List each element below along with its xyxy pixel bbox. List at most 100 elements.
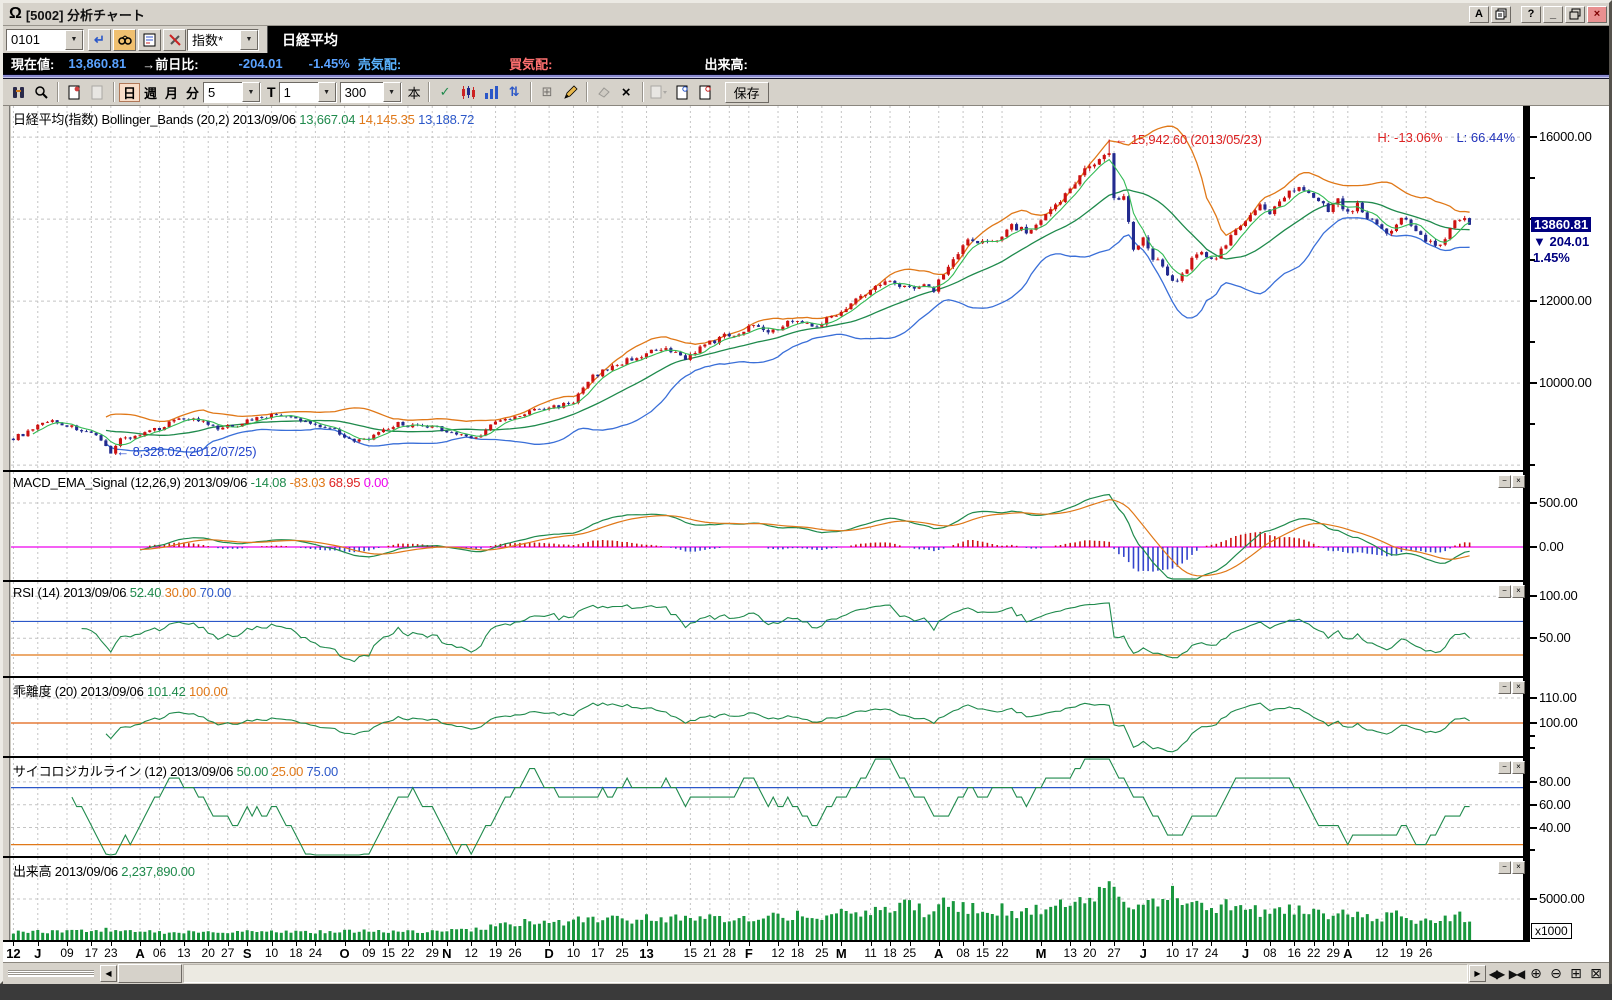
expand-range-button[interactable]: ◀▶ xyxy=(1486,965,1506,983)
page-icon xyxy=(699,85,711,99)
x-axis-label: 27 xyxy=(221,946,235,960)
close-panel-button[interactable]: × xyxy=(1512,861,1525,874)
legend-item: 0.00 xyxy=(363,475,389,490)
kairi-plot[interactable] xyxy=(11,678,1523,756)
close-panel-button[interactable]: × xyxy=(1512,761,1525,774)
bar-count-select[interactable]: 300 ▼ xyxy=(339,81,402,103)
quote-bar: 現在値: 13,860.81 →前日比: -204.01 -1.45% 売気配:… xyxy=(3,53,1609,74)
chevron-down-icon[interactable]: ▼ xyxy=(317,82,336,102)
category-select[interactable]: 指数* ▼ xyxy=(187,28,259,51)
axis-label: 110.00 xyxy=(1539,690,1577,705)
chevron-down-icon[interactable]: ▼ xyxy=(65,29,83,50)
separator xyxy=(585,82,588,102)
x-axis-label: 17 xyxy=(591,946,605,960)
close-panel-button[interactable]: × xyxy=(1512,681,1525,694)
minimize-panel-button[interactable]: − xyxy=(1498,861,1511,874)
chevron-down-icon[interactable]: ▼ xyxy=(382,82,401,102)
period-daily-button[interactable]: 日 xyxy=(119,82,140,102)
x-axis-label: F xyxy=(744,946,753,961)
minimize-panel-button[interactable]: − xyxy=(1498,475,1511,488)
axis-label: 12000.00 xyxy=(1539,293,1592,309)
axis-label: 60.00 xyxy=(1539,796,1571,812)
binoculars-button[interactable] xyxy=(113,28,136,51)
page-copy-button[interactable] xyxy=(86,81,109,103)
chart-search-button[interactable] xyxy=(7,81,30,103)
bar-chart-mode-button[interactable] xyxy=(480,81,503,103)
line-chart-mode-button[interactable]: ✓ xyxy=(434,81,457,103)
minimize-panel-button[interactable]: − xyxy=(1498,761,1511,774)
chevron-down-icon[interactable]: ▼ xyxy=(242,82,260,102)
rsi-plot[interactable] xyxy=(11,582,1523,676)
minimize-panel-button[interactable]: − xyxy=(1498,681,1511,694)
grid-tool-button[interactable]: ⊞ xyxy=(536,81,559,103)
restore-button[interactable] xyxy=(1565,5,1585,23)
close-panel-button[interactable]: × xyxy=(1512,585,1525,598)
zoom-search-button[interactable] xyxy=(30,81,53,103)
close-chart-button[interactable]: ⊠ xyxy=(1586,965,1606,983)
price-change-pct-readout: 1.45% xyxy=(1533,249,1570,265)
delete-tool-button[interactable]: × xyxy=(615,81,638,103)
ma-period-select[interactable]: 5 ▼ xyxy=(203,81,261,103)
restore-icon xyxy=(1569,8,1581,20)
help-button[interactable]: ? xyxy=(1521,5,1541,23)
enter-button[interactable]: ↵ xyxy=(88,28,111,51)
axis-label: 100.00 xyxy=(1539,715,1578,730)
ma-period-value: 5 xyxy=(208,84,216,100)
x-axis-label: 11 xyxy=(864,946,877,960)
chevron-down-icon[interactable]: ▼ xyxy=(240,29,258,50)
scroll-right-button[interactable]: ▶ xyxy=(1469,965,1486,982)
separator xyxy=(427,82,430,102)
high-low-item: L: 66.44% xyxy=(1456,130,1515,145)
axis-label: 5000.00 xyxy=(1539,891,1585,906)
psych-plot[interactable] xyxy=(11,758,1523,856)
panel-separator xyxy=(3,856,1530,858)
x-axis-label: 06 xyxy=(152,946,167,960)
save-button[interactable]: 保存 xyxy=(724,81,769,103)
axis-tick xyxy=(1530,177,1535,180)
pencil-tool-button[interactable] xyxy=(559,81,582,103)
page-settings-button[interactable] xyxy=(671,81,694,103)
separator xyxy=(3,74,1609,79)
separator xyxy=(529,82,532,102)
sort-arrows-button[interactable]: ⇅ xyxy=(503,81,526,103)
candle-chart-mode-button[interactable] xyxy=(457,81,480,103)
compress-range-button[interactable]: ▶◀ xyxy=(1506,965,1526,983)
legend-item: 出来高 2013/09/06 xyxy=(13,864,122,879)
eraser-tool-button[interactable] xyxy=(592,81,615,103)
app-logo-icon: Ω xyxy=(9,5,22,22)
grid-view-button[interactable]: ⊞ xyxy=(1566,965,1586,983)
x-axis-tick xyxy=(13,942,15,946)
chart-area[interactable]: 16000.00 12000.00 10000.00 500.00 0.00 100.00… xyxy=(3,106,1609,962)
close-panel-button[interactable]: × xyxy=(1512,475,1525,488)
period-minute-button[interactable]: 分 xyxy=(182,83,203,102)
macd-plot[interactable] xyxy=(11,472,1523,580)
copy-window-button[interactable] xyxy=(1491,5,1511,23)
scrollbar-track[interactable] xyxy=(183,964,1468,983)
font-button[interactable]: A xyxy=(1469,5,1489,23)
axis-tick xyxy=(1530,849,1535,852)
resize-grip[interactable] xyxy=(8,970,94,977)
period-weekly-button[interactable]: 週 xyxy=(140,83,161,102)
zoom-in-button[interactable]: ⊕ xyxy=(1526,965,1546,983)
symbol-code-value: 0101 xyxy=(11,32,40,47)
x-axis-tick xyxy=(1269,942,1271,946)
minimize-panel-button[interactable]: − xyxy=(1498,585,1511,598)
x-axis-label: 18 xyxy=(790,946,805,960)
zoom-out-button[interactable]: ⊖ xyxy=(1546,965,1566,983)
memo-button[interactable] xyxy=(138,28,161,51)
axis-tick xyxy=(1530,341,1535,344)
minimize-button[interactable]: _ xyxy=(1543,5,1563,23)
price-plot[interactable] xyxy=(11,106,1523,470)
interval-select[interactable]: 1 ▼ xyxy=(278,81,337,103)
scrollbar-thumb[interactable] xyxy=(118,964,182,983)
volume-plot[interactable] xyxy=(11,858,1523,940)
symbol-code-input[interactable]: 0101 ▼ xyxy=(6,28,84,51)
period-monthly-button[interactable]: 月 xyxy=(161,83,182,102)
page-export-button[interactable] xyxy=(694,81,717,103)
scroll-left-button[interactable]: ◀ xyxy=(100,965,117,982)
new-page-button[interactable] xyxy=(63,81,86,103)
close-button[interactable]: × xyxy=(1587,5,1607,23)
no-draw-button[interactable] xyxy=(163,28,186,51)
x-axis-tick xyxy=(573,942,575,946)
layout-select-button[interactable] xyxy=(648,81,671,103)
